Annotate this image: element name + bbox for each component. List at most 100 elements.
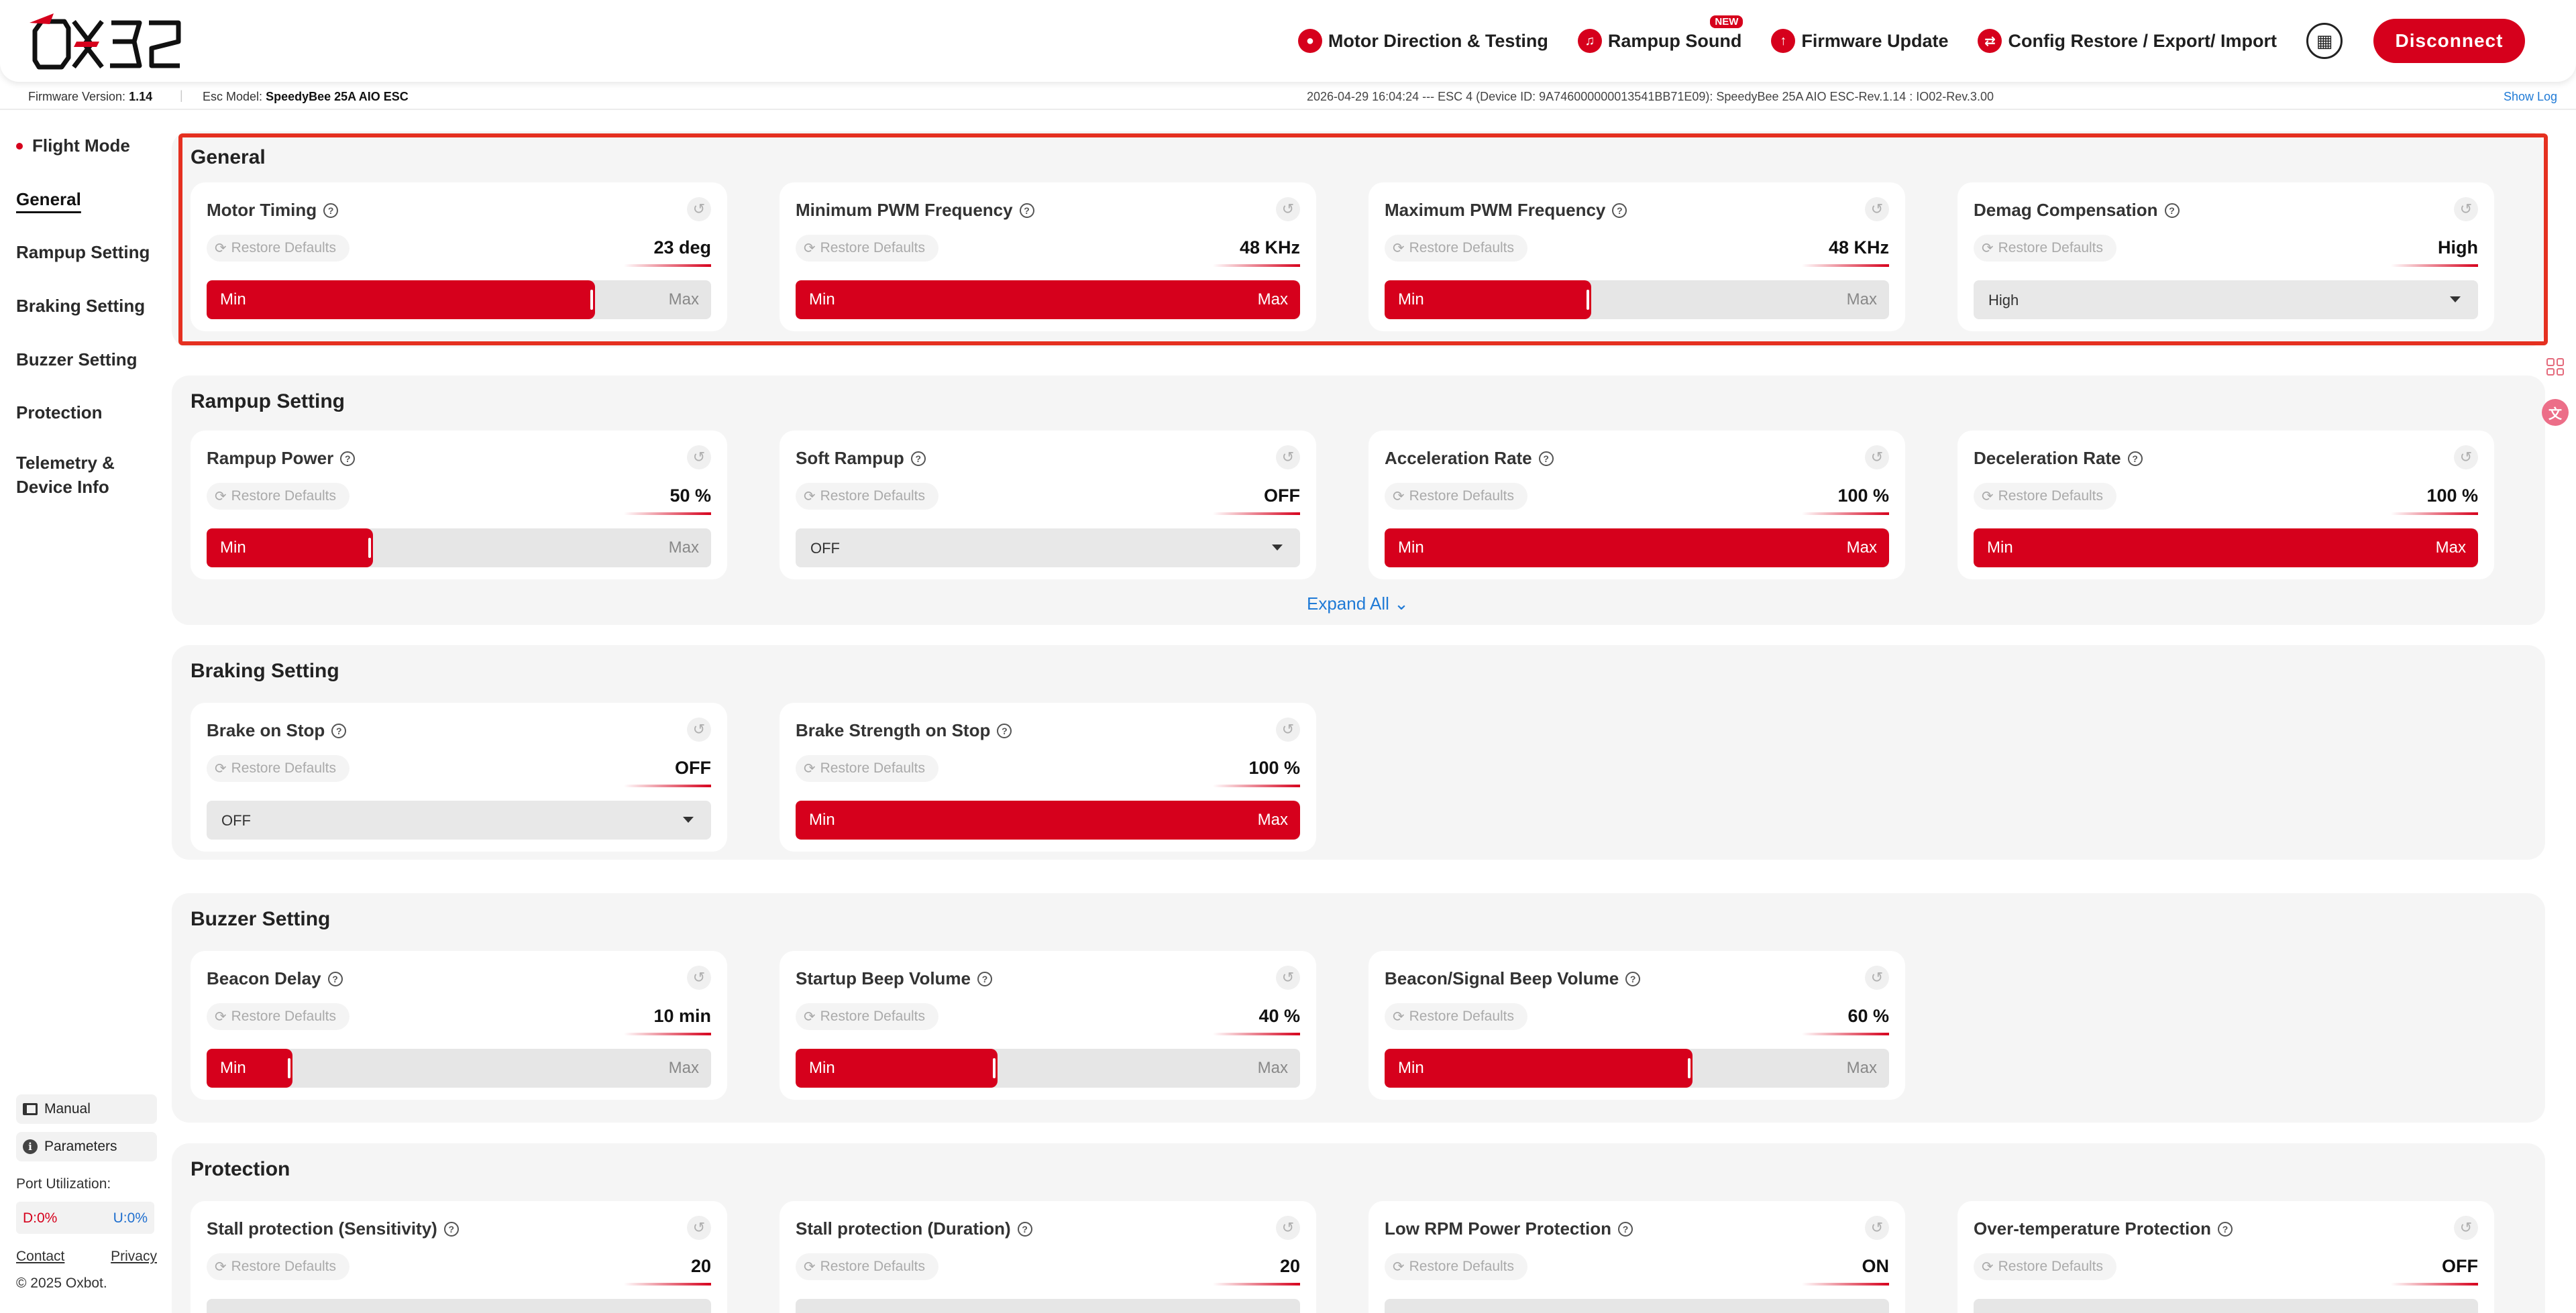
sidebar-item-braking[interactable]: Braking Setting [16,296,146,316]
restore-defaults-button[interactable]: ⟳ Restore Defaults [796,755,939,782]
help-icon[interactable]: ? [443,1221,459,1237]
restore-defaults-button[interactable]: ⟳ Restore Defaults [1974,1253,2117,1280]
help-icon[interactable]: ? [2164,203,2180,218]
reset-history-icon[interactable]: ↺ [1276,445,1300,469]
setting-slider[interactable]: Min Max [207,1049,711,1088]
reset-history-icon[interactable]: ↺ [1865,966,1889,990]
restore-defaults-button[interactable]: ⟳ Restore Defaults [796,235,939,262]
setting-value[interactable]: 10 min [653,1006,711,1026]
restore-defaults-button[interactable]: ⟳ Restore Defaults [796,1253,939,1280]
help-icon[interactable]: ? [910,451,926,466]
help-icon[interactable]: ? [1618,1221,1633,1237]
setting-slider[interactable] [1974,1299,2478,1313]
setting-slider[interactable] [207,1299,711,1313]
restore-defaults-button[interactable]: ⟳ Restore Defaults [207,1253,350,1280]
expand-all-button[interactable]: Expand All ⌄ [1307,593,1409,614]
restore-defaults-button[interactable]: ⟳ Restore Defaults [207,235,350,262]
help-icon[interactable]: ? [340,451,356,466]
setting-value[interactable]: High [2438,237,2478,258]
parameters-button[interactable]: i Parameters [16,1132,157,1161]
restore-defaults-button[interactable]: ⟳ Restore Defaults [1974,235,2117,262]
setting-value[interactable]: 20 [1279,1256,1300,1276]
reset-history-icon[interactable]: ↺ [1865,197,1889,221]
setting-value[interactable]: 40 % [1258,1006,1300,1026]
setting-value[interactable]: OFF [2442,1256,2478,1276]
restore-defaults-button[interactable]: ⟳ Restore Defaults [796,483,939,510]
setting-value[interactable]: 100 % [1248,758,1300,778]
reset-history-icon[interactable]: ↺ [1276,718,1300,742]
help-icon[interactable]: ? [1612,203,1627,218]
setting-slider[interactable]: Min Max [207,528,711,567]
setting-slider[interactable]: Min Max [1385,528,1889,567]
setting-value[interactable]: 48 KHz [1239,237,1300,258]
help-icon[interactable]: ? [1538,451,1554,466]
slider-handle[interactable] [288,1058,290,1078]
restore-defaults-button[interactable]: ⟳ Restore Defaults [207,1003,350,1030]
reset-history-icon[interactable]: ↺ [1276,197,1300,221]
slider-handle[interactable] [993,1058,996,1078]
slider-handle[interactable] [1688,1058,1690,1078]
apps-icon[interactable] [2534,351,2576,382]
manual-button[interactable]: Manual [16,1094,157,1124]
setting-slider[interactable]: Min Max [1974,528,2478,567]
reset-history-icon[interactable]: ↺ [2454,445,2478,469]
sidebar-item-flight-mode[interactable]: Flight Mode [32,135,130,156]
setting-slider[interactable] [796,1299,1300,1313]
restore-defaults-button[interactable]: ⟳ Restore Defaults [207,755,350,782]
reset-history-icon[interactable]: ↺ [687,966,711,990]
slider-handle[interactable] [368,538,371,558]
help-icon[interactable]: ? [331,723,347,738]
restore-defaults-button[interactable]: ⟳ Restore Defaults [1385,1003,1528,1030]
setting-slider[interactable]: Min Max [1385,280,1889,319]
help-icon[interactable]: ? [1017,1221,1032,1237]
setting-value[interactable]: OFF [675,758,711,778]
restore-defaults-button[interactable]: ⟳ Restore Defaults [207,483,350,510]
privacy-link[interactable]: Privacy [111,1249,157,1264]
restore-defaults-button[interactable]: ⟳ Restore Defaults [796,1003,939,1030]
restore-defaults-button[interactable]: ⟳ Restore Defaults [1385,235,1528,262]
sidebar-item-buzzer[interactable]: Buzzer Setting [16,349,138,369]
help-icon[interactable]: ? [327,971,343,986]
setting-slider[interactable]: Min Max [796,801,1300,840]
slider-handle[interactable] [590,290,593,310]
sidebar-item-rampup[interactable]: Rampup Setting [16,242,150,262]
nav-motor-direction[interactable]: ● Motor Direction & Testing [1297,29,1548,53]
reset-history-icon[interactable]: ↺ [687,445,711,469]
reset-history-icon[interactable]: ↺ [1865,445,1889,469]
reset-history-icon[interactable]: ↺ [1276,1216,1300,1240]
setting-value[interactable]: 48 KHz [1828,237,1889,258]
sidebar-item-general[interactable]: General [16,189,81,209]
setting-value[interactable]: 50 % [669,486,711,506]
help-icon[interactable]: ? [323,203,339,218]
reset-history-icon[interactable]: ↺ [2454,1216,2478,1240]
help-icon[interactable]: ? [1625,971,1641,986]
spreadsheet-icon[interactable]: ▦ [2306,23,2343,59]
contact-link[interactable]: Contact [16,1249,65,1264]
setting-slider[interactable]: Min Max [1385,1049,1889,1088]
slider-handle[interactable] [1587,290,1589,310]
help-icon[interactable]: ? [977,971,993,986]
help-icon[interactable]: ? [997,723,1012,738]
setting-select[interactable]: High [1974,280,2478,319]
reset-history-icon[interactable]: ↺ [1276,966,1300,990]
translate-icon[interactable]: 文 [2534,397,2576,428]
show-log-link[interactable]: Show Log [2503,90,2557,103]
setting-value[interactable]: 100 % [1837,486,1889,506]
setting-value[interactable]: OFF [1264,486,1300,506]
setting-slider[interactable]: Min Max [207,280,711,319]
setting-value[interactable]: 100 % [2426,486,2478,506]
help-icon[interactable]: ? [2217,1221,2233,1237]
sidebar-item-telemetry[interactable]: Telemetry & Device Info [16,453,115,497]
help-icon[interactable]: ? [1019,203,1034,218]
nav-rampup-sound[interactable]: ♫ Rampup Sound NEW [1577,15,1743,53]
restore-defaults-button[interactable]: ⟳ Restore Defaults [1974,483,2117,510]
reset-history-icon[interactable]: ↺ [2454,197,2478,221]
setting-value[interactable]: ON [1862,1256,1890,1276]
restore-defaults-button[interactable]: ⟳ Restore Defaults [1385,483,1528,510]
sidebar-item-protection[interactable]: Protection [16,402,103,422]
reset-history-icon[interactable]: ↺ [687,1216,711,1240]
disconnect-button[interactable]: Disconnect [2373,19,2525,63]
nav-config-restore[interactable]: ⇄ Config Restore / Export/ Import [1978,29,2277,53]
setting-select[interactable]: OFF [796,528,1300,567]
setting-slider[interactable] [1385,1299,1889,1313]
